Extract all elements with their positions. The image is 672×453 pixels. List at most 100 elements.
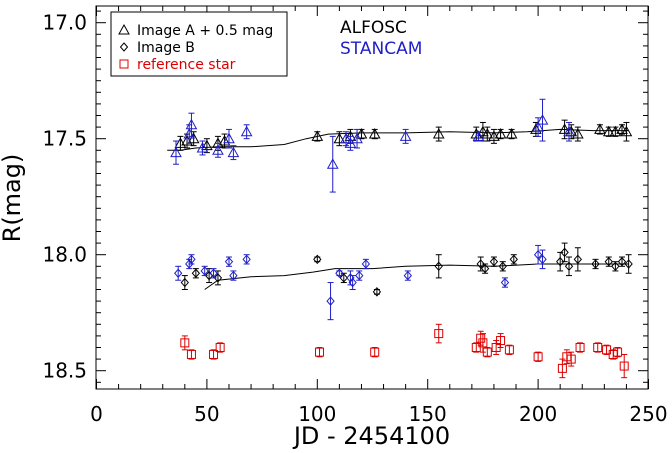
image-a-point [532, 121, 544, 132]
x-tick-label: 250 [629, 402, 667, 426]
image-b-point [326, 296, 335, 306]
image-a-point [399, 130, 412, 141]
image-a-point [218, 134, 231, 146]
reference-star-point [478, 338, 488, 348]
reference-star-point [370, 347, 380, 357]
image-a-point [563, 125, 575, 137]
image-a-point [505, 128, 518, 139]
image-a-point [602, 125, 615, 137]
image-b-point [617, 256, 627, 267]
x-tick-label: 200 [519, 402, 557, 426]
x-tick-label: 100 [298, 402, 336, 426]
x-axis-title: JD - 2454100 [292, 422, 450, 450]
legend-square-marker [119, 59, 129, 69]
image-b-point [403, 270, 412, 281]
image-b-point [174, 268, 183, 279]
image-a-point [326, 158, 339, 169]
image-a-point [472, 130, 485, 141]
legend-triangle-marker [118, 23, 130, 35]
image-a-point [240, 125, 253, 137]
reference-star-point [619, 361, 629, 371]
image-b-point [213, 273, 223, 283]
y-axis-title: R(mag) [0, 154, 26, 243]
image-a-point [620, 125, 633, 137]
image-a-point [185, 118, 198, 130]
image-b-point [480, 263, 490, 274]
image-b-point [224, 256, 234, 267]
x-tick-label: 0 [90, 402, 103, 426]
x-tick-label: 50 [194, 402, 219, 426]
image-b-point [573, 254, 583, 265]
reference-star-point [613, 347, 623, 357]
y-tick-label: 17.5 [42, 127, 87, 151]
legend-instrument-stancam: STANCAM [340, 39, 422, 59]
image-a-point [536, 114, 549, 125]
image-a-point [227, 146, 240, 158]
image-a-point [571, 128, 584, 139]
image-b-point [509, 254, 518, 265]
image-b-point [335, 268, 344, 279]
image-b-point [242, 254, 251, 265]
image-a-point [212, 144, 224, 155]
image-b-point [538, 254, 547, 265]
image-b-point [500, 277, 510, 288]
image-b-point [355, 270, 364, 281]
image-b-point [209, 268, 218, 279]
plot-frame [95, 5, 649, 390]
image-b-point [348, 277, 357, 288]
image-a-point [196, 141, 209, 153]
image-a-point [355, 128, 368, 139]
image-a-point [223, 132, 235, 144]
reference-star-point [557, 363, 567, 373]
y-tick-label: 18.5 [42, 359, 87, 383]
x-tick-label: 150 [409, 402, 447, 426]
image-a-point [170, 146, 182, 158]
legend-label-reference: reference star [137, 57, 236, 73]
image-a-point [351, 132, 363, 144]
image-a-point [616, 123, 628, 134]
model-curve [167, 128, 629, 151]
image-b-point [533, 249, 543, 260]
image-b-point [560, 247, 569, 258]
image-b-point [434, 261, 443, 272]
image-b-point [556, 256, 565, 267]
legend-instrument-alfosc: ALFOSC [340, 18, 407, 38]
reference-star-point [434, 329, 444, 339]
reference-star-point [566, 354, 576, 364]
legend-label-image-b: Image B [137, 40, 195, 56]
image-b-point [313, 254, 322, 265]
image-a-point [333, 132, 346, 144]
image-b-point [498, 261, 507, 272]
image-b-point [187, 254, 196, 265]
reference-star-point [533, 352, 543, 362]
image-b-point [229, 270, 238, 281]
image-b-point [489, 256, 499, 267]
image-a-point [201, 139, 213, 151]
legend-diamond-symbol [119, 42, 129, 52]
image-b-point [200, 266, 209, 276]
image-b-point [604, 256, 613, 267]
image-b-point [624, 259, 633, 269]
image-a-point [340, 132, 352, 144]
image-b-point [372, 287, 382, 297]
y-tick-label: 17.0 [42, 11, 87, 35]
legend-diamond-marker [119, 42, 129, 52]
reference-star-point [215, 343, 225, 352]
legend: Image A + 0.5 mag Image B reference star [110, 11, 288, 77]
image-a-point [558, 123, 571, 134]
reference-star-point [180, 338, 190, 348]
reference-star-point [315, 347, 325, 357]
image-a-point [311, 130, 324, 141]
image-a-point [432, 128, 445, 139]
y-tick-label: 18.0 [42, 243, 87, 267]
reference-star-point [593, 343, 603, 352]
image-b-point [191, 268, 201, 279]
reference-star-point [186, 349, 196, 359]
model-curve [204, 263, 629, 290]
image-a-point [494, 128, 507, 139]
legend-triangle-symbol [118, 23, 130, 35]
legend-box [110, 11, 288, 77]
reference-star-point [476, 333, 486, 343]
image-b-point [361, 259, 371, 269]
